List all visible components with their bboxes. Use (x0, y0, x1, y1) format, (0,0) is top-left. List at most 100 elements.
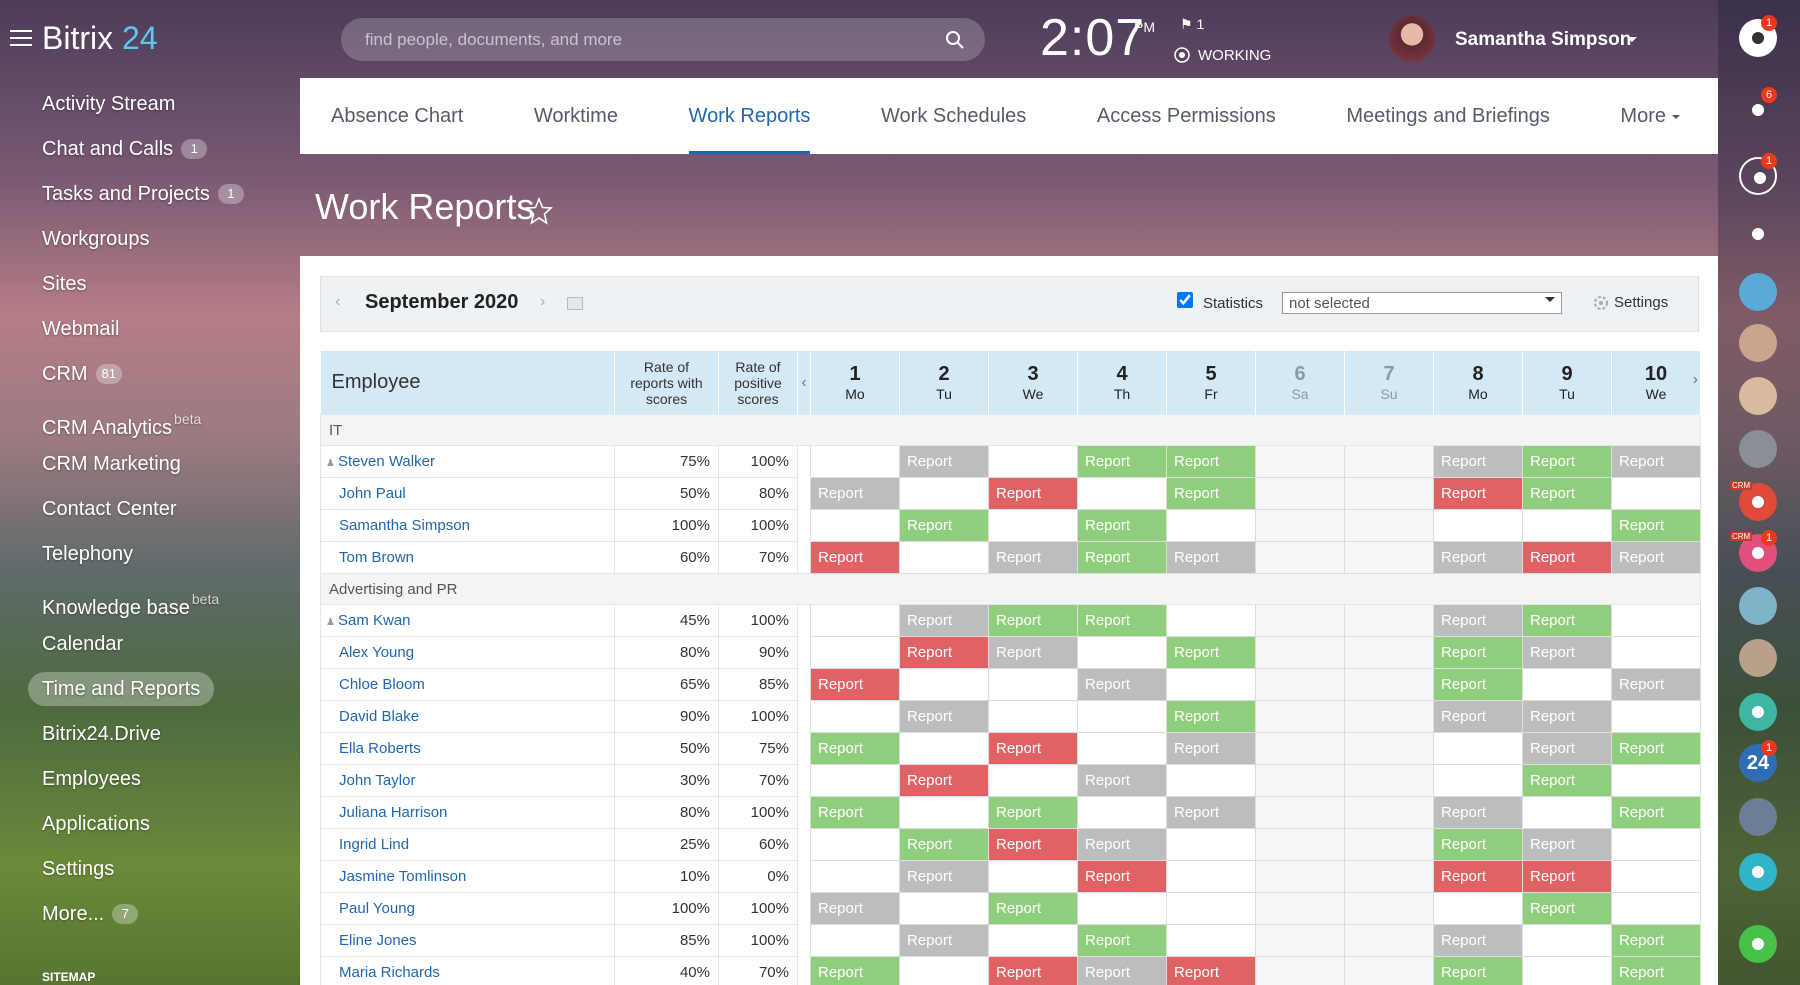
sidebar-item[interactable]: Tasks and Projects 1 (28, 177, 258, 211)
user-avatar[interactable] (1389, 16, 1435, 62)
day-cell[interactable]: Report (1522, 445, 1612, 478)
right-bar-icon[interactable] (1739, 693, 1777, 731)
day-cell[interactable]: Report (988, 541, 1078, 574)
day-cell[interactable]: Report (1611, 732, 1701, 765)
day-cell[interactable]: Report (1077, 668, 1167, 701)
right-bar-icon[interactable] (1739, 157, 1777, 195)
employee-name[interactable]: Tom Brown (339, 549, 415, 566)
favorite-star[interactable] (525, 197, 553, 225)
day-cell[interactable]: Report (1611, 956, 1701, 985)
day-cell[interactable]: Report (1522, 636, 1612, 669)
right-bar-icon[interactable] (1739, 377, 1777, 415)
day-cell[interactable]: Report (899, 445, 989, 478)
day-cell[interactable]: Report (1522, 860, 1612, 893)
settings-label[interactable]: Settings (1614, 294, 1669, 311)
sidebar-item[interactable]: Calendar (28, 627, 137, 661)
employee-name[interactable]: John Paul (339, 485, 406, 502)
day-cell[interactable]: Report (1077, 956, 1167, 985)
sidebar-item[interactable]: Sites (28, 267, 100, 301)
settings-icon[interactable] (1593, 295, 1609, 311)
sidebar-item[interactable]: Workgroups (28, 222, 163, 256)
sidebar-item[interactable]: Time and Reports (28, 672, 215, 706)
day-cell[interactable]: Report (1433, 796, 1523, 829)
sidebar-item[interactable]: Telephony (28, 537, 147, 571)
next-days[interactable]: › (1692, 371, 1698, 388)
day-cell[interactable]: Report (1077, 924, 1167, 957)
right-bar-icon[interactable] (1739, 925, 1777, 963)
sidebar-item[interactable]: CRM Marketing (28, 447, 195, 481)
day-cell[interactable]: Report (1522, 604, 1612, 637)
right-bar-icon[interactable] (1739, 273, 1777, 311)
day-cell[interactable]: Report (899, 924, 989, 957)
day-cell[interactable]: Report (1077, 604, 1167, 637)
sidebar-item[interactable]: Employees (28, 762, 155, 796)
tab[interactable]: More (1620, 78, 1680, 154)
statistics-checkbox[interactable] (1177, 292, 1193, 308)
employee-name[interactable]: Alex Young (339, 644, 415, 661)
day-cell[interactable]: Report (1166, 956, 1256, 985)
day-cell[interactable]: Report (899, 700, 989, 733)
day-cell[interactable]: Report (899, 828, 989, 861)
logo[interactable]: Bitrix 24 (42, 20, 158, 57)
next-period[interactable]: › (540, 293, 546, 310)
search-box[interactable]: find people, documents, and more (341, 18, 985, 61)
sidebar-item[interactable]: Contact Center (28, 492, 191, 526)
day-cell[interactable]: Report (988, 796, 1078, 829)
right-bar-icon[interactable] (1739, 853, 1777, 891)
menu-button[interactable] (10, 30, 32, 48)
tab[interactable]: Meetings and Briefings (1346, 104, 1550, 127)
sidebar-item[interactable]: CRM Analytics beta (28, 402, 215, 439)
period[interactable]: September 2020 (365, 291, 519, 313)
statistics-label[interactable]: Statistics (1203, 295, 1264, 312)
day-cell[interactable]: Report (810, 668, 900, 701)
day-cell[interactable]: Report (1611, 796, 1701, 829)
tab[interactable]: Access Permissions (1096, 104, 1276, 127)
sidebar-item[interactable]: Activity Stream (28, 87, 189, 121)
day-cell[interactable]: Report (1522, 700, 1612, 733)
sitemap[interactable]: SITEMAP (42, 970, 96, 984)
day-cell[interactable]: Report (1611, 541, 1701, 574)
filter-select[interactable]: not selected (1282, 292, 1562, 314)
sidebar-item[interactable]: Chat and Calls 1 (28, 132, 221, 166)
employee-name[interactable]: Steven Walker (337, 453, 435, 470)
tab[interactable]: Absence Chart (331, 104, 464, 127)
day-cell[interactable]: Report (1522, 541, 1612, 574)
right-bar-icon[interactable] (1739, 324, 1777, 362)
right-bar-icon[interactable] (1739, 798, 1777, 836)
day-cell[interactable]: Report (810, 956, 900, 985)
employee-name[interactable]: Jasmine Tomlinson (339, 868, 467, 885)
employee-name[interactable]: Sam Kwan (337, 612, 411, 629)
day-cell[interactable]: Report (899, 636, 989, 669)
employee-name[interactable]: Ella Roberts (339, 740, 421, 757)
day-cell[interactable]: Report (1433, 956, 1523, 985)
employee-name[interactable]: Maria Richards (339, 964, 440, 981)
day-cell[interactable]: Report (1611, 445, 1701, 478)
day-cell[interactable]: Report (1433, 636, 1523, 669)
day-cell[interactable]: Report (1522, 732, 1612, 765)
employee-name[interactable]: Chloe Bloom (339, 676, 425, 693)
day-cell[interactable]: Report (1077, 860, 1167, 893)
right-bar-icon[interactable] (1739, 430, 1777, 468)
employee-name[interactable]: Ingrid Lind (339, 836, 410, 853)
day-cell[interactable]: Report (899, 764, 989, 797)
day-cell[interactable]: Report (988, 956, 1078, 985)
right-bar-icon[interactable] (1739, 91, 1777, 129)
employee-name[interactable]: Paul Young (339, 900, 415, 917)
right-bar-icon[interactable] (1739, 639, 1777, 677)
day-cell[interactable]: Report (1166, 477, 1256, 510)
day-cell[interactable]: Report (988, 636, 1078, 669)
day-cell[interactable]: Report (1433, 445, 1523, 478)
day-cell[interactable]: Report (1166, 796, 1256, 829)
day-cell[interactable]: Report (988, 732, 1078, 765)
user-menu-caret[interactable] (1627, 37, 1637, 47)
day-cell[interactable]: Report (1077, 764, 1167, 797)
day-cell[interactable]: Report (1166, 445, 1256, 478)
sidebar-item[interactable]: Applications (28, 807, 164, 841)
user-name[interactable]: Samantha Simpson (1455, 29, 1632, 50)
day-cell[interactable]: Report (1433, 477, 1523, 510)
day-cell[interactable]: Report (1433, 700, 1523, 733)
day-cell[interactable]: Report (899, 860, 989, 893)
prev-days[interactable]: ‹ (797, 351, 811, 415)
day-cell[interactable]: Report (1433, 924, 1523, 957)
sidebar-item[interactable]: More... 7 (28, 897, 152, 931)
